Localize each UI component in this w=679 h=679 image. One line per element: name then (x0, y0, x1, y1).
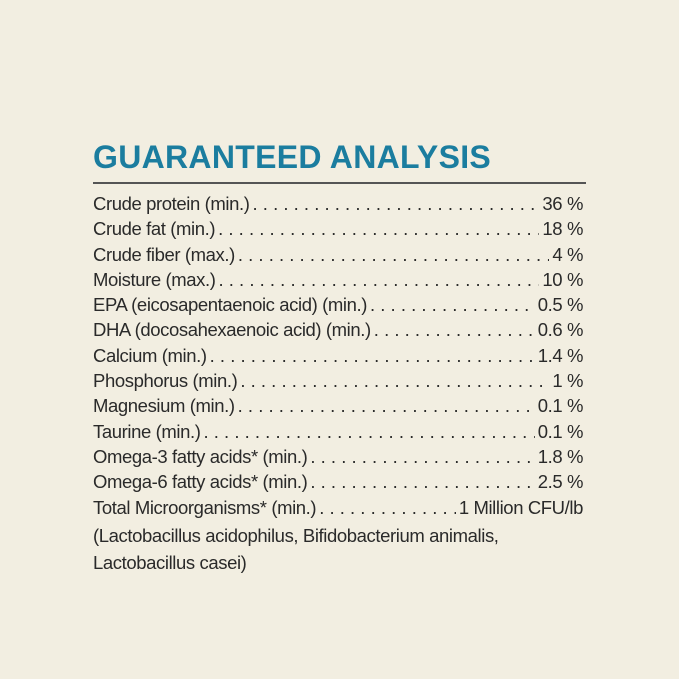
row-label: Crude protein (min.) (93, 193, 250, 214)
row-label: Crude fiber (max.) (93, 243, 235, 265)
dot-leader (218, 218, 539, 240)
dot-leader (374, 319, 535, 341)
dot-leader (238, 395, 535, 417)
dot-leader (219, 269, 540, 291)
row-value: 1 % (552, 370, 583, 392)
analysis-row: DHA (docosahexaenoic acid) (min.) 0.6 % (93, 319, 583, 344)
row-label: Omega-6 fatty acids* (min.) (93, 471, 308, 493)
row-value: 0.5 % (537, 294, 584, 316)
row-label: DHA (docosahexaenoic acid) (min.) (93, 319, 371, 341)
dot-leader (310, 446, 534, 468)
row-label: Total Microorganisms* (min.) (93, 496, 317, 518)
analysis-row: Crude fat (min.) 18 % (93, 218, 583, 243)
row-value: 0.1 % (537, 395, 584, 417)
row-label: Magnesium (min.) (93, 395, 235, 417)
row-label: Crude fat (min.) (93, 218, 216, 240)
dot-leader (238, 244, 549, 266)
analysis-row: Omega-3 fatty acids* (min.) 1.8 % (93, 446, 583, 471)
row-label: Phosphorus (min.) (93, 370, 238, 392)
analysis-row: Omega-6 fatty acids* (min.) 2.5 % (93, 471, 583, 496)
title-divider (93, 182, 586, 184)
row-value: 1.8 % (537, 445, 584, 467)
dot-leader (204, 421, 535, 443)
analysis-row: Crude protein (min.) 36 % (93, 193, 583, 218)
row-value: 4 % (552, 243, 583, 265)
row-value: 1 Million CFU/lb (458, 496, 584, 518)
analysis-row: Total Microorganisms* (min.) 1 Million CF… (93, 497, 583, 522)
row-value: 36 % (542, 193, 583, 214)
analysis-row: Moisture (max.) 10 % (93, 269, 583, 294)
analysis-row: Phosphorus (min.) 1 % (93, 370, 583, 395)
dot-leader (319, 497, 456, 519)
analysis-row: Crude fiber (max.) 4 % (93, 244, 583, 269)
dot-leader (240, 370, 549, 392)
row-label: EPA (eicosapentaenoic acid) (min.) (93, 294, 367, 316)
row-value: 2.5 % (537, 471, 584, 493)
row-label: Omega-3 fatty acids* (min.) (93, 445, 308, 467)
analysis-list: Crude protein (min.) 36 % Crude fat (min.… (93, 193, 583, 576)
microorganism-note-line-1: (Lactobacillus acidophilus, Bifidobacter… (93, 524, 499, 546)
microorganism-note-line-2: Lactobacillus casei) (93, 551, 247, 573)
dot-leader (253, 193, 540, 215)
row-value: 18 % (542, 218, 583, 240)
row-value: 0.1 % (537, 420, 584, 442)
dot-leader (310, 471, 534, 493)
analysis-row: Calcium (min.) 1.4 % (93, 345, 583, 370)
row-label: Calcium (min.) (93, 344, 207, 366)
analysis-row: Magnesium (min.) 0.1 % (93, 395, 583, 420)
row-label: Moisture (max.) (93, 268, 216, 290)
row-label: Taurine (min.) (93, 420, 201, 442)
row-value: 10 % (542, 268, 583, 290)
dot-leader (370, 294, 535, 316)
row-value: 1.4 % (537, 344, 584, 366)
page-title: GUARANTEED ANALYSIS (93, 139, 492, 175)
dot-leader (210, 345, 535, 367)
analysis-row: Taurine (min.) 0.1 % (93, 421, 583, 446)
analysis-row: EPA (eicosapentaenoic acid) (min.) 0.5 % (93, 294, 583, 319)
row-value: 0.6 % (537, 319, 584, 341)
